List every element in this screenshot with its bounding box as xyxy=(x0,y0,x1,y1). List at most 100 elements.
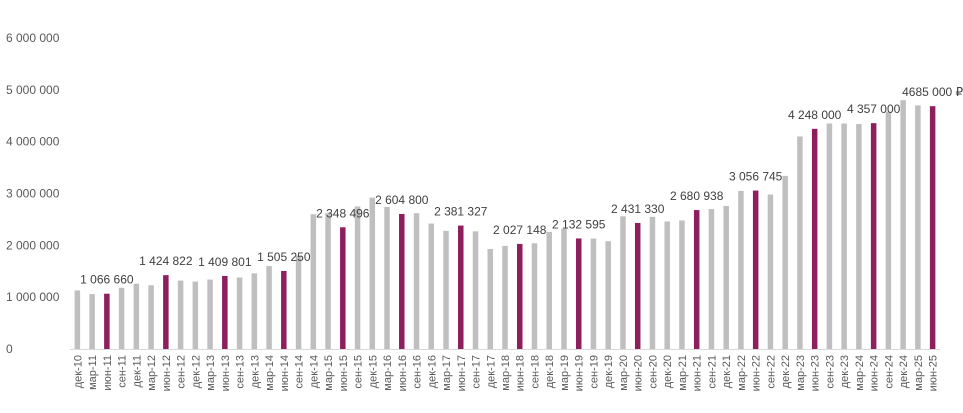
data-labels: 1 066 660 1 424 822 1 409 801 1 505 250 2 34… xyxy=(80,85,963,287)
data-label: 1 505 250 xyxy=(257,250,311,264)
x-tick-label: июн-15 xyxy=(338,355,350,391)
x-tick-label: июн-22 xyxy=(751,355,763,391)
bar xyxy=(531,243,538,349)
bar-highlight xyxy=(693,210,700,349)
bar xyxy=(354,206,361,349)
bar xyxy=(236,277,243,349)
x-tick-label: сен-13 xyxy=(235,355,247,389)
x-tick-label: дек-13 xyxy=(249,355,261,388)
bar xyxy=(89,294,95,349)
data-label: 2 680 938 xyxy=(670,189,724,203)
bar xyxy=(118,287,125,349)
bar xyxy=(841,123,847,349)
y-tick-label: 6 000 000 xyxy=(6,31,60,45)
data-label: 1 424 822 xyxy=(139,254,193,268)
data-label: 2 132 595 xyxy=(552,217,606,231)
x-tick-label: июн-16 xyxy=(397,355,409,391)
x-tick-label: сен-21 xyxy=(706,355,718,389)
bar xyxy=(148,285,154,349)
data-label: 4 357 000 xyxy=(847,102,901,116)
x-tick-label: сен-23 xyxy=(824,355,836,389)
x-tick-label: июн-17 xyxy=(456,355,468,391)
bar xyxy=(192,281,199,349)
bar xyxy=(708,209,715,349)
x-tick-label: июн-19 xyxy=(574,355,586,391)
bar xyxy=(856,124,862,349)
x-tick-label: дек-12 xyxy=(190,355,202,388)
x-tick-label: июн-25 xyxy=(928,355,940,391)
y-axis: 0 1 000 000 2 000 000 3 000 000 4 000 000 5 0… xyxy=(6,31,60,356)
bar-highlight xyxy=(104,293,110,349)
x-tick-label: дек-22 xyxy=(780,355,792,388)
x-tick-label: мар-14 xyxy=(264,355,276,391)
bar xyxy=(428,223,435,349)
x-tick-label: сен-16 xyxy=(412,355,424,389)
bar xyxy=(620,216,626,349)
bar xyxy=(369,197,376,349)
x-tick-label: дек-15 xyxy=(367,355,379,388)
bar-highlight xyxy=(281,270,287,349)
x-tick-label: сен-14 xyxy=(294,355,306,389)
x-tick-label: сен-15 xyxy=(353,355,365,389)
bar xyxy=(900,100,906,349)
x-tick-label: мар-24 xyxy=(854,355,866,391)
x-tick-label: мар-15 xyxy=(323,355,335,391)
bar xyxy=(310,214,317,349)
x-tick-label: сен-24 xyxy=(883,355,895,389)
bar xyxy=(546,231,552,349)
bar xyxy=(413,213,420,349)
bar xyxy=(177,280,184,349)
data-label: 2 604 800 xyxy=(375,193,429,207)
data-label: 3 056 745 xyxy=(729,170,783,184)
y-tick-label: 0 xyxy=(6,342,13,356)
x-tick-label: мар-13 xyxy=(205,355,217,391)
bar-highlight xyxy=(163,275,169,349)
bar xyxy=(590,238,597,349)
data-label: 2 431 330 xyxy=(611,202,665,216)
x-tick-label: мар-21 xyxy=(677,355,689,391)
bar xyxy=(605,241,611,349)
bar xyxy=(266,266,272,349)
bar xyxy=(487,248,493,349)
x-tick-label: мар-18 xyxy=(500,355,512,391)
y-tick-label: 3 000 000 xyxy=(6,187,60,201)
bar xyxy=(782,175,788,349)
x-tick-label: июн-24 xyxy=(869,355,881,391)
bar xyxy=(679,220,685,349)
bar-highlight xyxy=(222,275,228,349)
bar xyxy=(251,273,258,349)
bar xyxy=(207,279,213,349)
x-tick-label: сен-19 xyxy=(588,355,600,389)
bar xyxy=(664,221,670,349)
x-tick-label: сен-17 xyxy=(471,355,483,389)
bar-highlight xyxy=(752,190,759,349)
bar-highlight xyxy=(929,106,936,349)
x-tick-label: мар-12 xyxy=(146,355,158,391)
bar xyxy=(797,136,803,349)
x-tick-label: мар-17 xyxy=(441,355,453,391)
x-tick-label: дек-23 xyxy=(839,355,851,388)
bars xyxy=(74,100,936,349)
x-tick-label: мар-11 xyxy=(87,355,99,390)
x-tick-label: июн-14 xyxy=(279,355,291,391)
bar xyxy=(74,290,81,349)
bar xyxy=(133,283,140,349)
data-label: 2 381 327 xyxy=(434,205,488,219)
bar-highlight xyxy=(399,213,405,349)
x-tick-label: мар-25 xyxy=(913,355,925,391)
y-tick-label: 2 000 000 xyxy=(6,238,60,252)
bar-highlight xyxy=(517,243,523,349)
bar-highlight xyxy=(870,123,877,349)
bar xyxy=(384,206,390,349)
bar-highlight xyxy=(340,227,346,349)
x-tick-label: июн-21 xyxy=(692,355,704,391)
data-label: 4 248 000 xyxy=(788,108,842,122)
bar-highlight xyxy=(811,128,818,349)
x-tick-label: дек-24 xyxy=(898,355,910,388)
x-tick-label: дек-16 xyxy=(426,355,438,388)
bar xyxy=(561,228,567,349)
bar xyxy=(472,231,479,349)
x-tick-label: июн-20 xyxy=(633,355,645,391)
x-tick-label: дек-20 xyxy=(662,355,674,388)
